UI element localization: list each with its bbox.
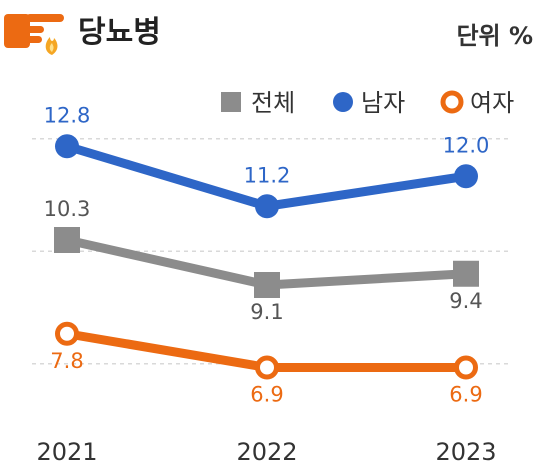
legend-open-circle-marker <box>440 90 464 114</box>
series-2: 7.8 6.9 6.9 <box>50 321 483 407</box>
x-axis-ticks: 2021 2022 2023 <box>36 438 496 466</box>
data-label: 11.2 <box>244 163 291 187</box>
legend-item-total: 전체 <box>221 89 295 117</box>
series-0: 10.3 9.1 9.4 <box>44 197 483 324</box>
data-label: 12.8 <box>44 103 91 127</box>
legend-item-female: 여자 <box>440 89 514 117</box>
square-marker <box>54 227 80 253</box>
open-circle-marker <box>255 355 279 380</box>
square-marker <box>254 272 280 298</box>
x-tick-label: 2023 <box>435 438 496 466</box>
legend-item-male: 남자 <box>333 89 405 117</box>
hand-pointing-flame-icon <box>4 14 64 55</box>
legend-filled-circle-marker <box>333 92 353 112</box>
data-label: 6.9 <box>250 383 283 407</box>
filled-circle-marker <box>454 164 478 189</box>
series-1: 12.8 11.2 12.0 <box>44 103 490 219</box>
chart-title: 당뇨병 <box>78 15 161 50</box>
open-circle-marker <box>454 355 478 380</box>
series-layer: 10.3 9.1 9.4 12.8 11.2 12.0 7.8 6.9 6.9 <box>44 103 490 406</box>
x-tick-label: 2022 <box>236 438 297 466</box>
data-label: 12.0 <box>443 133 490 157</box>
square-marker <box>453 260 479 287</box>
data-label: 7.8 <box>50 349 83 373</box>
legend: 전체 남자 여자 <box>221 89 514 117</box>
x-tick-label: 2021 <box>36 438 97 466</box>
legend-square-marker <box>221 92 241 112</box>
unit-label: 단위 % <box>456 22 533 50</box>
data-label: 10.3 <box>44 197 91 221</box>
filled-circle-marker <box>255 194 279 219</box>
legend-label-male: 남자 <box>361 89 405 117</box>
filled-circle-marker <box>55 134 79 159</box>
data-label: 9.1 <box>250 300 283 324</box>
data-label: 9.4 <box>449 289 482 313</box>
legend-label-total: 전체 <box>251 89 295 117</box>
legend-label-female: 여자 <box>470 89 514 117</box>
open-circle-marker <box>55 321 79 346</box>
data-label: 6.9 <box>449 383 482 407</box>
